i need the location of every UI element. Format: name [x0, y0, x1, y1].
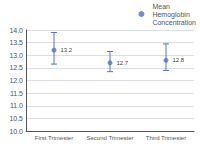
svg-text:11.5: 11.5	[10, 90, 23, 97]
svg-text:11.0: 11.0	[10, 102, 23, 109]
svg-text:12.7: 12.7	[117, 60, 129, 66]
svg-text:Mean: Mean	[152, 3, 170, 10]
svg-text:10.5: 10.5	[9, 115, 23, 122]
svg-text:13.0: 13.0	[9, 52, 23, 59]
svg-text:12.0: 12.0	[9, 77, 23, 84]
svg-text:First Trimester: First Trimester	[35, 135, 73, 141]
svg-text:13.5: 13.5	[9, 39, 23, 46]
svg-text:12.5: 12.5	[9, 64, 23, 71]
svg-text:14.0: 14.0	[9, 27, 23, 34]
svg-text:Second Trimester: Second Trimester	[86, 135, 133, 141]
svg-text:Third Trimester: Third Trimester	[146, 135, 186, 141]
svg-text:Hemoglobin: Hemoglobin	[152, 11, 189, 19]
svg-text:10.0: 10.0	[9, 128, 23, 135]
svg-text:13.2: 13.2	[61, 47, 73, 53]
svg-text:12.8: 12.8	[173, 57, 185, 63]
svg-text:Concentration: Concentration	[152, 19, 196, 26]
